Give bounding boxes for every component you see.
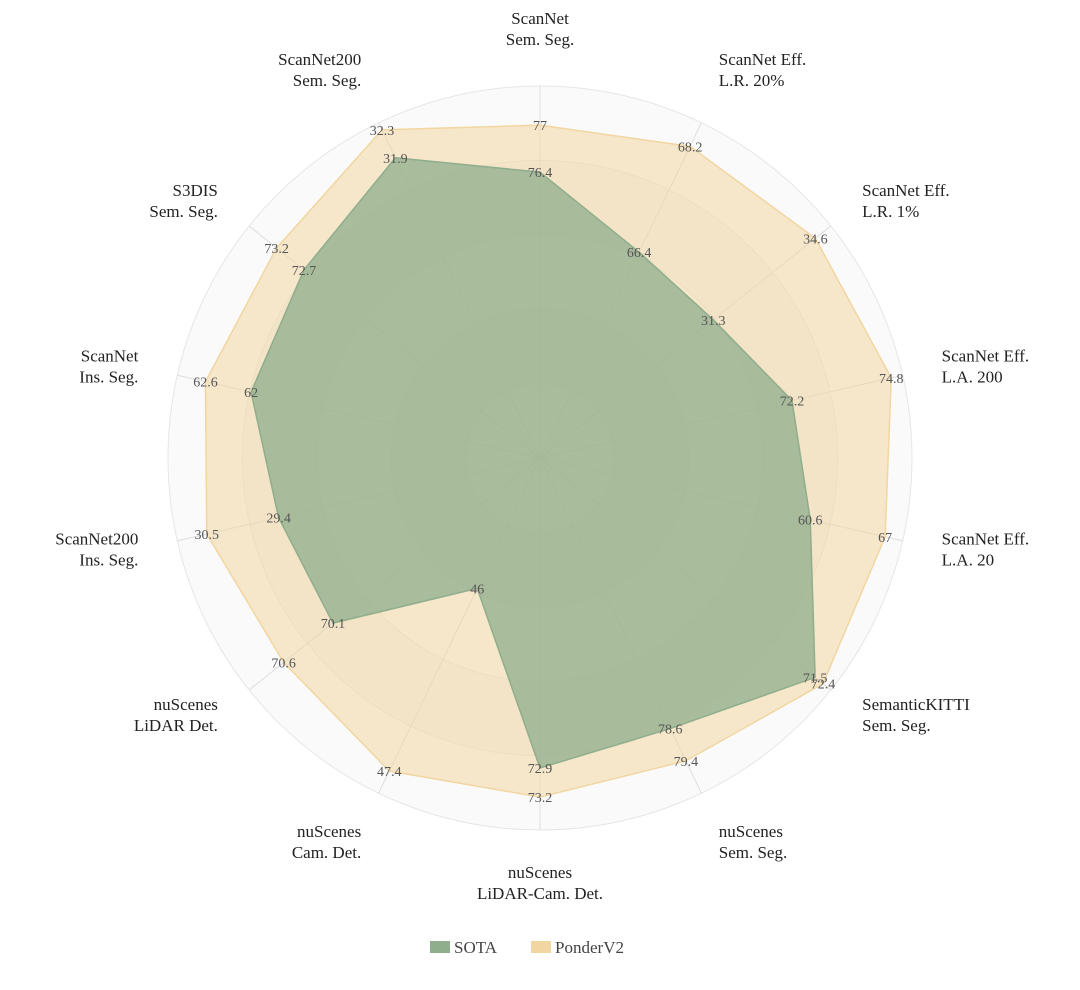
value-label: 67 (878, 531, 892, 546)
category-label: Ins. Seg. (79, 367, 138, 386)
category-label: nuScenes (297, 822, 361, 841)
value-label: 31.9 (383, 152, 408, 167)
value-label: 73.2 (264, 242, 289, 257)
value-label: 46 (470, 582, 484, 597)
category-label: ScanNet Eff. (942, 530, 1030, 549)
category-label: Ins. Seg. (79, 551, 138, 570)
value-label: 32.3 (370, 124, 395, 139)
category-label: S3DIS (173, 181, 218, 200)
category-label: L.A. 20 (942, 551, 994, 570)
category-label: nuScenes (719, 822, 783, 841)
category-label: Sem. Seg. (149, 202, 217, 221)
value-label: 29.4 (266, 512, 291, 527)
category-label: ScanNet200 (55, 530, 138, 549)
category-label: Sem. Seg. (506, 30, 574, 49)
legend-label: PonderV2 (555, 938, 624, 957)
category-label: SemanticKITTI (862, 695, 970, 714)
category-label: Sem. Seg. (719, 843, 787, 862)
value-label: 62.6 (193, 376, 218, 391)
category-label: ScanNet (511, 9, 569, 28)
value-label: 73.2 (528, 791, 553, 806)
category-label: Sem. Seg. (293, 71, 361, 90)
category-label: ScanNet Eff. (942, 346, 1030, 365)
value-label: 47.4 (377, 765, 402, 780)
value-label: 31.3 (701, 314, 726, 329)
category-label: ScanNet (81, 346, 139, 365)
value-label: 72.9 (528, 762, 553, 777)
category-label: Sem. Seg. (862, 716, 930, 735)
legend: SOTA PonderV2 (430, 938, 624, 957)
value-label: 62 (244, 386, 258, 401)
legend-swatch (531, 941, 552, 953)
category-label: L.R. 1% (862, 202, 919, 221)
legend-swatch (430, 941, 450, 953)
value-label: 34.6 (803, 232, 828, 247)
value-label: 79.4 (674, 755, 699, 770)
value-label: 74.8 (879, 372, 904, 387)
value-label: 76.4 (528, 166, 553, 181)
value-label: 72.4 (811, 678, 836, 693)
value-label: 66.4 (627, 246, 652, 261)
value-label: 60.6 (798, 514, 823, 529)
category-label: L.R. 20% (719, 71, 785, 90)
legend-label: SOTA (454, 938, 498, 957)
series-area (250, 156, 816, 769)
category-label: LiDAR Det. (134, 716, 218, 735)
category-label: Cam. Det. (292, 843, 361, 862)
category-label: L.A. 200 (942, 367, 1003, 386)
category-label: nuScenes (154, 695, 218, 714)
value-label: 30.5 (194, 528, 219, 543)
value-label: 72.7 (292, 264, 317, 279)
category-label: nuScenes (508, 863, 572, 882)
value-label: 72.2 (780, 394, 805, 409)
category-label: ScanNet Eff. (862, 181, 950, 200)
category-label: LiDAR-Cam. Det. (477, 884, 603, 903)
value-label: 70.1 (321, 617, 346, 632)
value-label: 71.5 (803, 671, 828, 686)
value-label: 68.2 (678, 140, 703, 155)
value-label: 70.6 (271, 656, 296, 671)
category-label: ScanNet Eff. (719, 50, 807, 69)
value-label: 77 (533, 119, 547, 134)
value-label: 78.6 (658, 723, 683, 738)
category-label: ScanNet200 (278, 50, 361, 69)
